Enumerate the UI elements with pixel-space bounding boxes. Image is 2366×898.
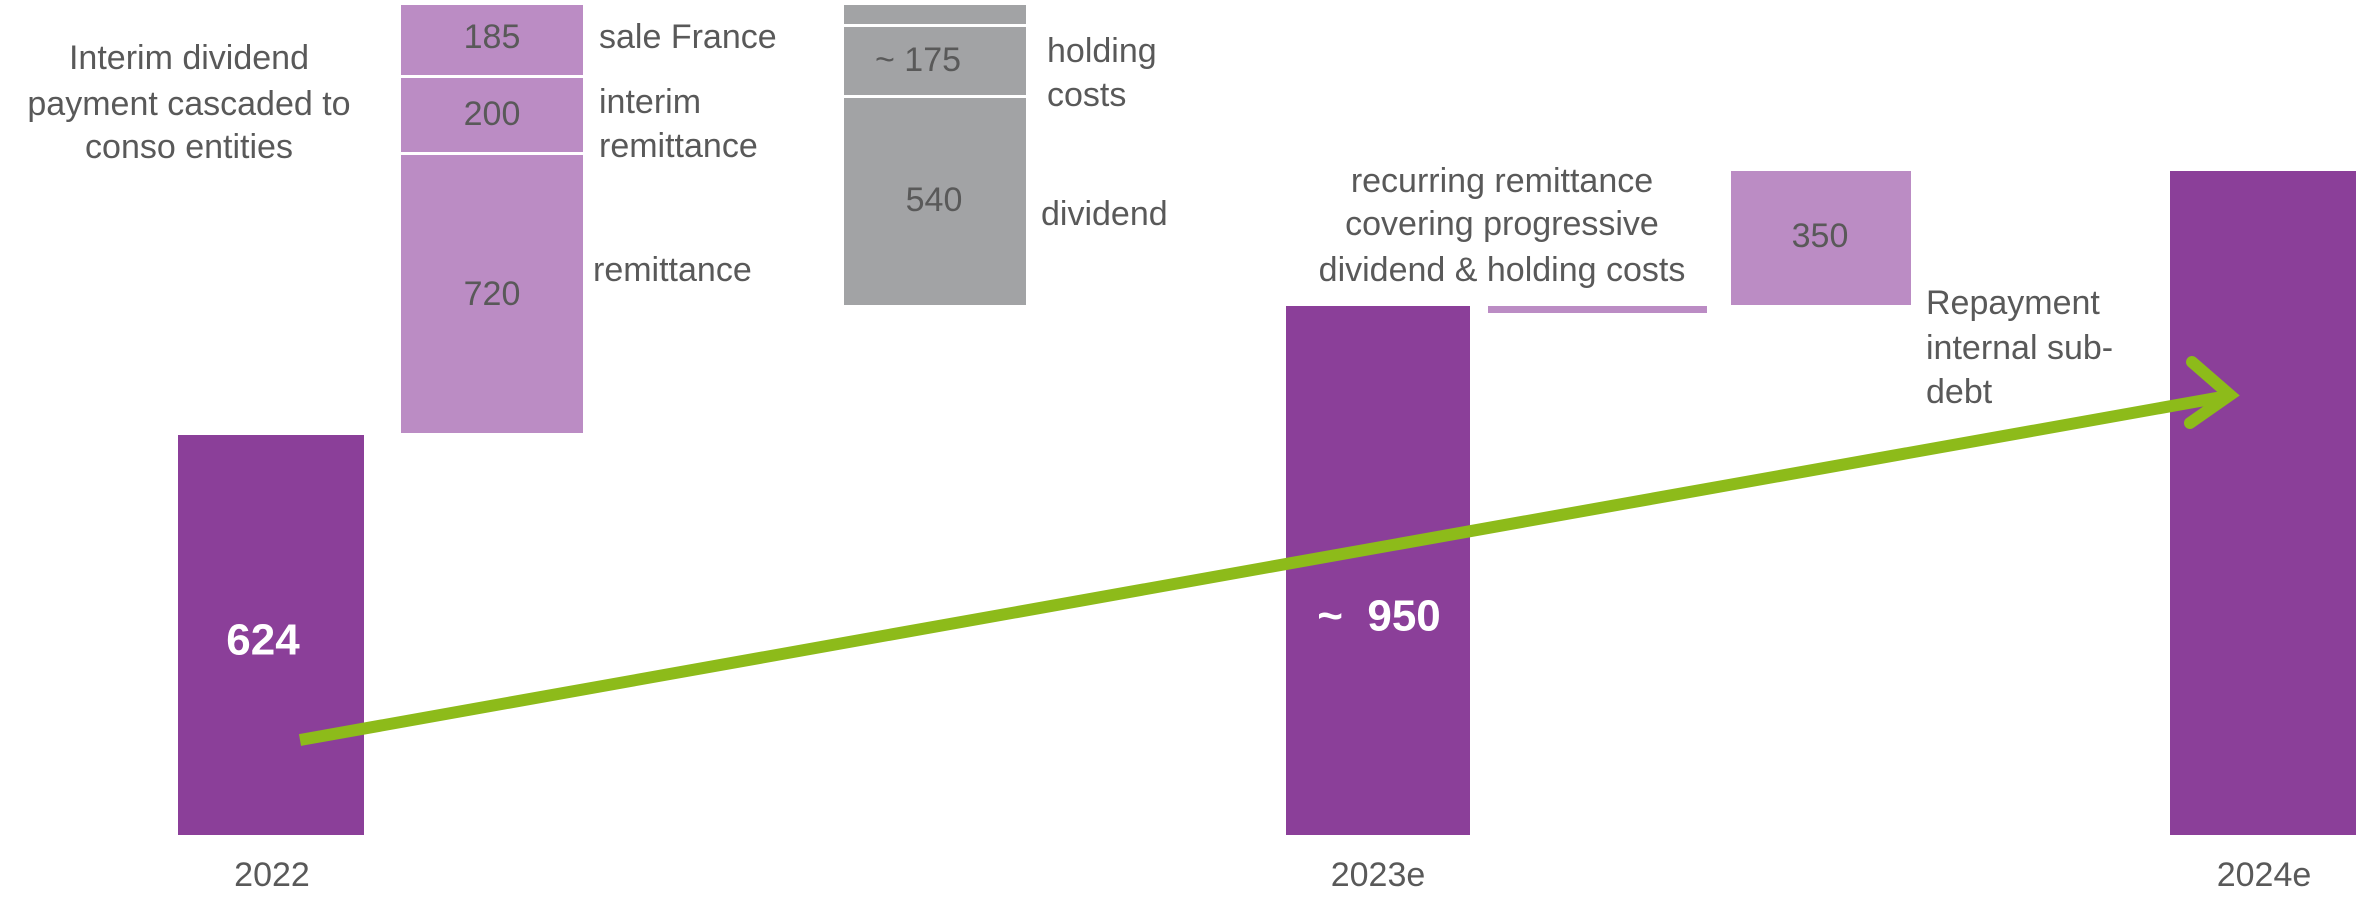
caption: payment cascaded to xyxy=(27,85,350,123)
value-label: 540 xyxy=(906,181,963,219)
bar-remittance xyxy=(401,155,583,433)
caption: dividend xyxy=(1041,195,1168,233)
caption: costs xyxy=(1047,76,1126,114)
value-label: ~ 175 xyxy=(875,41,961,79)
value-label: 185 xyxy=(464,18,521,56)
growth-arrow xyxy=(298,391,2224,746)
arrow-head xyxy=(2184,356,2240,429)
year-label: 2024e xyxy=(2217,856,2312,894)
value-label: ~ 950 xyxy=(1317,592,1441,641)
caption: Repayment xyxy=(1926,284,2100,322)
caption: covering progressive xyxy=(1345,205,1659,243)
caption: conso entities xyxy=(85,128,293,166)
caption: recurring remittance xyxy=(1351,162,1653,200)
bar-2022 xyxy=(178,435,364,835)
caption: holding xyxy=(1047,32,1157,70)
bar-recurring xyxy=(1488,306,1707,313)
bar-holding-top xyxy=(844,5,1026,24)
year-label: 2023e xyxy=(1331,856,1426,894)
caption: dividend & holding costs xyxy=(1319,251,1686,289)
caption: interim xyxy=(599,83,701,121)
caption: remittance xyxy=(593,251,752,289)
caption: debt xyxy=(1926,373,1993,411)
bar-interim-remittance xyxy=(401,78,583,152)
caption: remittance xyxy=(599,127,758,165)
bar-repayment xyxy=(1731,171,1911,305)
bar-sale-france xyxy=(401,5,583,75)
caption: sale France xyxy=(599,18,777,56)
bar-2024e xyxy=(2170,171,2356,835)
value-label: 624 xyxy=(226,616,300,665)
value-label: 720 xyxy=(464,275,521,313)
bar-2023e xyxy=(1286,306,1470,835)
caption: Interim dividend xyxy=(69,39,309,77)
bar-dividend xyxy=(844,98,1026,305)
year-label: 2022 xyxy=(234,856,310,894)
caption: internal sub- xyxy=(1926,329,2113,367)
value-label: 200 xyxy=(464,95,521,133)
value-label: 350 xyxy=(1792,217,1849,255)
bar-holding-costs xyxy=(844,27,1026,95)
